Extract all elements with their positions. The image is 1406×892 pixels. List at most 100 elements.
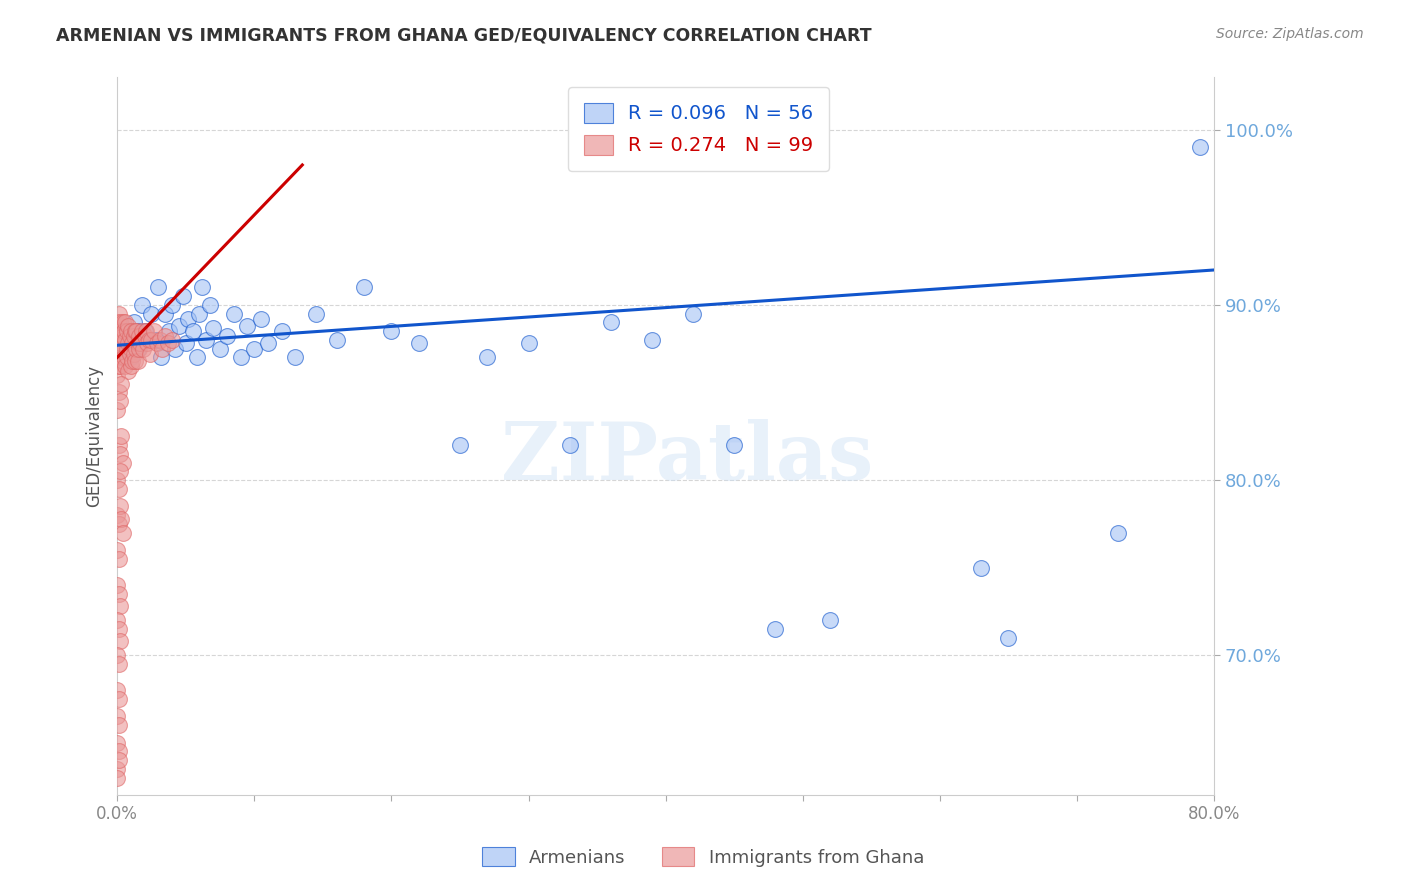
Immigrants from Ghana <box>128 342 150 356</box>
Armenians <box>202 320 225 334</box>
Armenians <box>1189 140 1212 154</box>
Armenians <box>682 307 704 321</box>
Immigrants from Ghana <box>105 368 128 382</box>
Armenians <box>131 298 153 312</box>
Armenians <box>250 312 273 326</box>
Armenians <box>148 280 170 294</box>
Immigrants from Ghana <box>143 324 166 338</box>
Armenians <box>117 333 139 347</box>
Armenians <box>200 298 222 312</box>
Immigrants from Ghana <box>108 634 131 648</box>
Immigrants from Ghana <box>108 500 131 514</box>
Immigrants from Ghana <box>107 385 129 400</box>
Immigrants from Ghana <box>110 376 132 391</box>
Immigrants from Ghana <box>107 482 129 496</box>
Immigrants from Ghana <box>107 622 129 636</box>
Text: ZIPatlas: ZIPatlas <box>502 418 873 497</box>
Armenians <box>970 560 993 574</box>
Armenians <box>284 351 307 365</box>
Immigrants from Ghana <box>112 351 135 365</box>
Armenians <box>558 438 581 452</box>
Immigrants from Ghana <box>105 508 128 522</box>
Immigrants from Ghana <box>160 333 183 347</box>
Armenians <box>195 333 218 347</box>
Immigrants from Ghana <box>132 342 155 356</box>
Immigrants from Ghana <box>125 342 148 356</box>
Armenians <box>449 438 471 452</box>
Armenians <box>174 336 197 351</box>
Armenians <box>186 351 208 365</box>
Armenians <box>305 307 328 321</box>
Immigrants from Ghana <box>108 342 131 356</box>
Immigrants from Ghana <box>107 657 129 671</box>
Immigrants from Ghana <box>111 354 134 368</box>
Armenians <box>222 307 245 321</box>
Immigrants from Ghana <box>107 333 129 347</box>
Immigrants from Ghana <box>121 336 143 351</box>
Armenians <box>997 631 1019 645</box>
Immigrants from Ghana <box>105 578 128 592</box>
Immigrants from Ghana <box>120 324 142 338</box>
Immigrants from Ghana <box>156 336 179 351</box>
Immigrants from Ghana <box>117 364 139 378</box>
Immigrants from Ghana <box>114 316 136 330</box>
Immigrants from Ghana <box>115 351 138 365</box>
Immigrants from Ghana <box>111 456 134 470</box>
Immigrants from Ghana <box>105 762 128 776</box>
Immigrants from Ghana <box>141 333 163 347</box>
Immigrants from Ghana <box>108 599 131 613</box>
Immigrants from Ghana <box>114 359 136 374</box>
Immigrants from Ghana <box>112 342 135 356</box>
Immigrants from Ghana <box>111 525 134 540</box>
Immigrants from Ghana <box>107 438 129 452</box>
Immigrants from Ghana <box>107 691 129 706</box>
Immigrants from Ghana <box>131 324 153 338</box>
Legend: Armenians, Immigrants from Ghana: Armenians, Immigrants from Ghana <box>475 840 931 874</box>
Armenians <box>599 316 621 330</box>
Immigrants from Ghana <box>120 359 142 374</box>
Armenians <box>112 342 135 356</box>
Immigrants from Ghana <box>138 333 160 347</box>
Immigrants from Ghana <box>129 336 152 351</box>
Immigrants from Ghana <box>107 359 129 374</box>
Armenians <box>157 324 180 338</box>
Immigrants from Ghana <box>105 403 128 417</box>
Text: Source: ZipAtlas.com: Source: ZipAtlas.com <box>1216 27 1364 41</box>
Immigrants from Ghana <box>115 342 138 356</box>
Immigrants from Ghana <box>107 718 129 732</box>
Text: ARMENIAN VS IMMIGRANTS FROM GHANA GED/EQUIVALENCY CORRELATION CHART: ARMENIAN VS IMMIGRANTS FROM GHANA GED/EQ… <box>56 27 872 45</box>
Armenians <box>818 613 841 627</box>
Armenians <box>191 280 214 294</box>
Armenians <box>208 342 231 356</box>
Immigrants from Ghana <box>110 511 132 525</box>
Immigrants from Ghana <box>108 359 131 374</box>
Immigrants from Ghana <box>110 324 132 338</box>
Immigrants from Ghana <box>107 587 129 601</box>
Immigrants from Ghana <box>152 342 174 356</box>
Immigrants from Ghana <box>105 648 128 662</box>
Armenians <box>127 324 149 338</box>
Armenians <box>167 318 190 333</box>
Armenians <box>181 324 204 338</box>
Immigrants from Ghana <box>125 324 148 338</box>
Armenians <box>177 312 200 326</box>
Armenians <box>172 289 194 303</box>
Armenians <box>380 324 402 338</box>
Immigrants from Ghana <box>108 464 131 478</box>
Armenians <box>145 333 167 347</box>
Armenians <box>127 342 149 356</box>
Armenians <box>236 318 259 333</box>
Armenians <box>325 333 347 347</box>
Immigrants from Ghana <box>115 324 138 338</box>
Immigrants from Ghana <box>105 333 128 347</box>
Armenians <box>141 307 163 321</box>
Immigrants from Ghana <box>120 342 142 356</box>
Armenians <box>517 336 540 351</box>
Immigrants from Ghana <box>149 333 172 347</box>
Armenians <box>215 329 238 343</box>
Immigrants from Ghana <box>114 333 136 347</box>
Immigrants from Ghana <box>107 351 129 365</box>
Immigrants from Ghana <box>105 771 128 785</box>
Immigrants from Ghana <box>107 324 129 338</box>
Armenians <box>188 307 211 321</box>
